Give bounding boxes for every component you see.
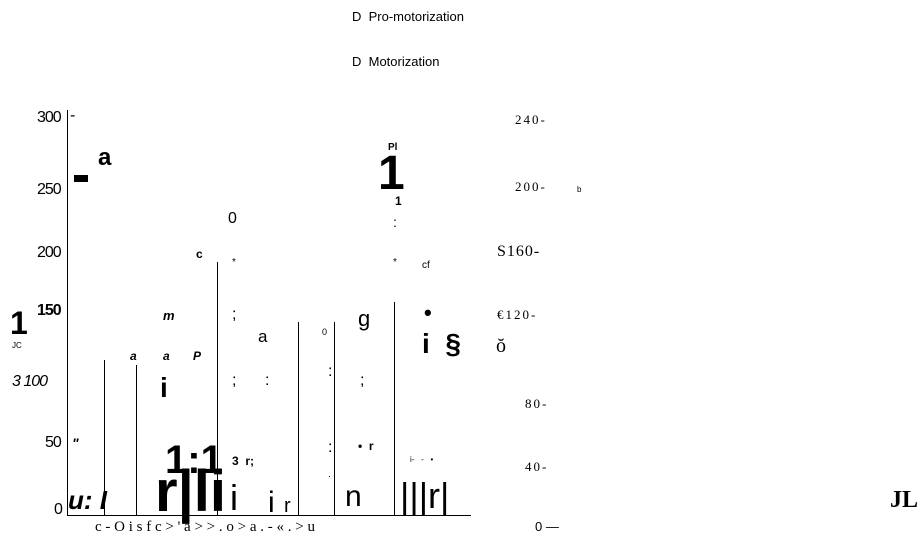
plot-text: 1:1	[165, 438, 223, 482]
plot-text: :	[328, 439, 333, 456]
x-axis-line	[67, 515, 471, 516]
bar-line	[298, 322, 299, 515]
y-axis-line	[67, 110, 68, 516]
plot-text: m	[163, 308, 175, 323]
plot-text: i	[268, 486, 275, 519]
plot-text: a	[163, 349, 170, 363]
bar-line	[394, 302, 395, 515]
plot-text: a	[130, 349, 137, 363]
y2-text: b	[577, 185, 582, 194]
plot-text: a	[258, 327, 268, 346]
plot-text: *	[393, 257, 397, 268]
plot-text: a	[98, 144, 112, 171]
plot-text: 1	[378, 147, 405, 200]
axis-label: JC	[12, 341, 22, 350]
plot-text: 1	[395, 194, 402, 208]
plot-text: cf	[422, 260, 430, 271]
plot-text: "	[72, 435, 79, 451]
plot-text: u: I	[68, 485, 107, 515]
bar-mark	[74, 175, 88, 182]
plot-text: P	[193, 349, 202, 363]
bar-line	[334, 322, 335, 515]
y-tick-label: 250	[37, 181, 62, 198]
bar-line	[136, 365, 137, 515]
plot-text: :	[328, 363, 333, 380]
y2-tick-label: 200-	[515, 179, 547, 194]
x-axis-text: c - O i s f c > ' a > > . o > a . - « . …	[95, 519, 315, 535]
plot-text: i §	[422, 328, 461, 359]
y-tick-label: -	[70, 107, 76, 124]
plot-text: r	[284, 495, 291, 517]
plot-text: :	[265, 372, 270, 389]
plot-text: • r	[358, 439, 374, 453]
y-tick-label: 3 100	[12, 373, 48, 390]
y2-tick-label: 0 —	[535, 519, 559, 534]
plot-text: g	[358, 306, 371, 331]
y-tick-label: 150	[37, 302, 62, 319]
plot-text: ;	[232, 372, 237, 389]
plot-text: ;	[360, 372, 365, 389]
y-tick-label: 200	[37, 244, 62, 261]
plot-text: |||r|	[400, 475, 450, 516]
y-tick-label: 50	[45, 434, 62, 451]
y-tick-label: 300	[37, 109, 62, 126]
plot-text: i	[160, 372, 168, 403]
plot-text: 0	[228, 210, 237, 227]
y2-tick-label: €120-	[497, 307, 538, 322]
plot-text: 3 r;	[232, 454, 255, 468]
plot-text: ;	[232, 306, 237, 323]
y2-tick-label: S160-	[497, 243, 541, 260]
bar-line	[217, 262, 218, 515]
plot-text: .	[328, 469, 331, 480]
axis-label: 1	[10, 305, 28, 341]
y2-axis-label: ŏ	[496, 335, 506, 357]
plot-text: n	[345, 480, 362, 513]
plot-text: i	[230, 477, 238, 518]
corner-text: JL	[890, 487, 919, 513]
plot-text: 0	[322, 327, 328, 337]
y2-tick-label: 40-	[525, 459, 549, 474]
y2-tick-label: 80-	[525, 396, 549, 411]
plot-text: i- - •	[410, 455, 434, 464]
plot-text: Pl	[388, 142, 398, 153]
y-tick-label: 0	[54, 501, 63, 518]
plot-text: *	[232, 257, 236, 268]
plot-text: :	[393, 214, 397, 230]
bar-line	[104, 360, 105, 515]
legend-item: D Pro-motorization	[352, 9, 464, 24]
plot-text: r|li	[155, 459, 227, 524]
plot-text: c	[196, 247, 203, 261]
legend-item: D Motorization	[352, 54, 440, 69]
y2-tick-label: 240-	[515, 112, 547, 127]
plot-text: •	[424, 300, 432, 325]
